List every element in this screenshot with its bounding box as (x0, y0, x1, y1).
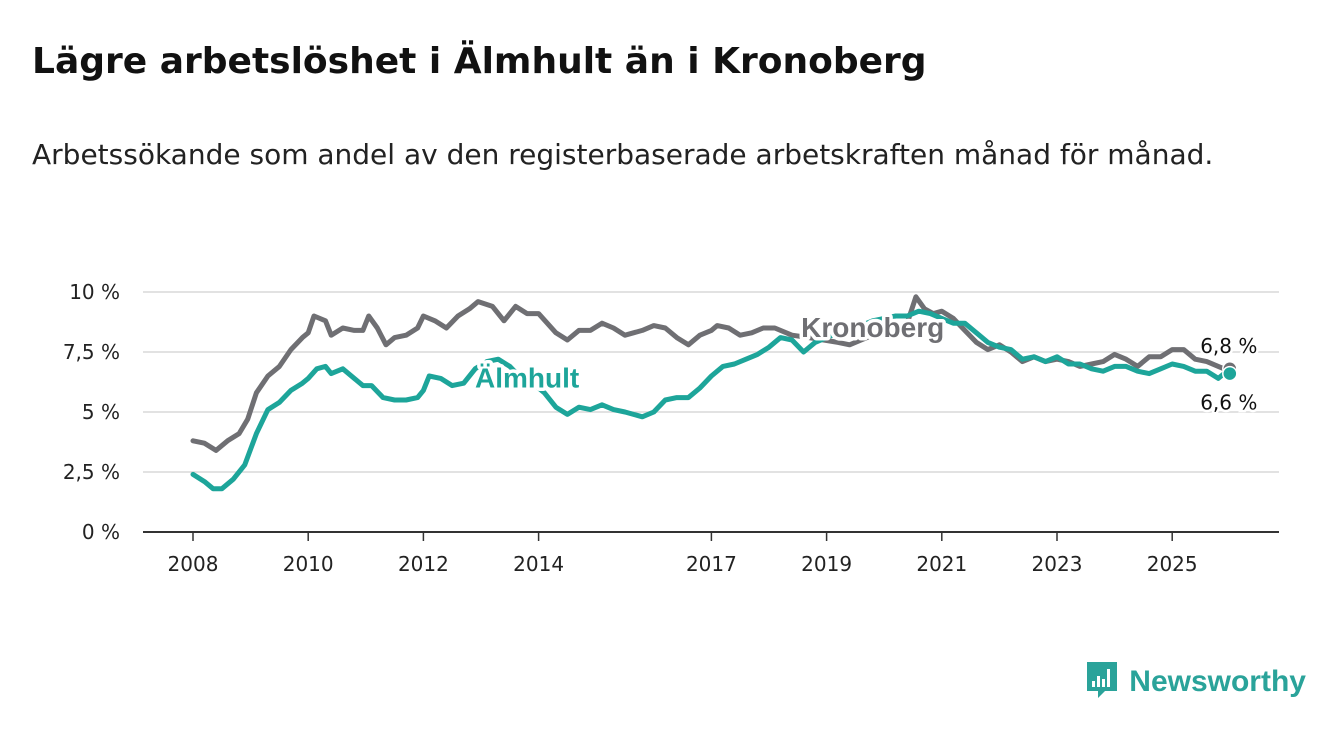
bar-chart-icon (1085, 660, 1119, 704)
x-tick-label: 2023 (1032, 552, 1083, 576)
end-value-label: 6,8 % (1200, 334, 1257, 358)
y-tick-label: 5 % (82, 400, 120, 424)
x-tick-label: 2008 (168, 552, 219, 576)
chart-title: Lägre arbetslöshet i Älmhult än i Kronob… (32, 41, 927, 82)
chart-subtitle: Arbetssökande som andel av den registerb… (32, 138, 1214, 171)
x-tick-label: 2021 (916, 552, 967, 576)
series-label: Älmhult (475, 362, 579, 393)
series-label: Kronoberg (801, 312, 944, 343)
y-tick-label: 0 % (82, 520, 120, 544)
y-tick-label: 10 % (69, 280, 120, 304)
series-line-almhult (190, 308, 1233, 492)
end-value-label: 6,6 % (1200, 391, 1257, 415)
x-tick-label: 2017 (686, 552, 737, 576)
y-tick-label: 2,5 % (63, 460, 120, 484)
x-tick-label: 2025 (1147, 552, 1198, 576)
brand-logo[interactable]: Newsworthy (1085, 660, 1306, 704)
end-point-marker (1222, 365, 1238, 382)
x-tick-label: 2012 (398, 552, 449, 576)
x-tick-label: 2014 (513, 552, 564, 576)
x-tick-label: 2019 (801, 552, 852, 576)
brand-name: Newsworthy (1129, 665, 1306, 698)
y-tick-label: 7,5 % (63, 340, 120, 364)
x-tick-label: 2010 (283, 552, 334, 576)
